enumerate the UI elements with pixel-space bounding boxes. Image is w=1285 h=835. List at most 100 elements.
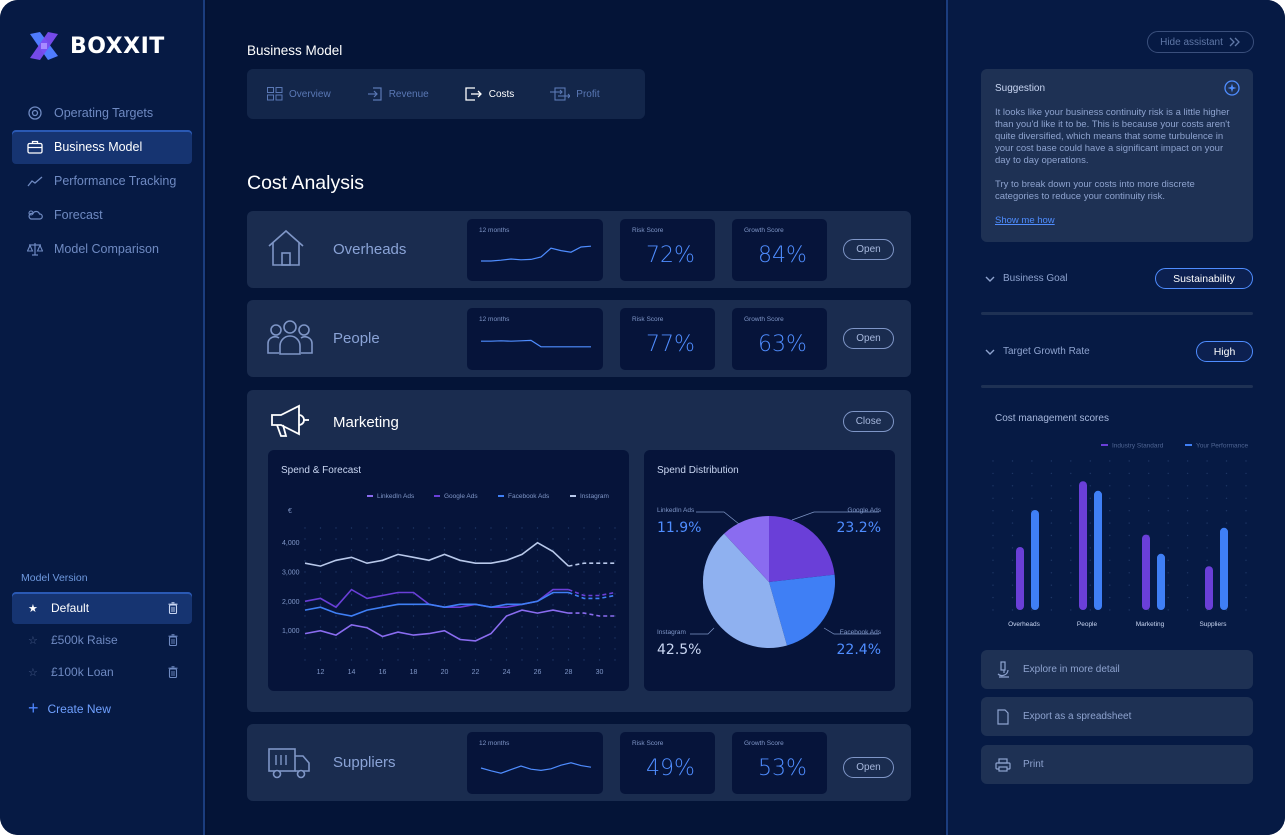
grid-dot xyxy=(397,527,399,529)
grid-dot xyxy=(381,637,384,639)
version-item-100k-loan[interactable]: ☆ £100k Loan xyxy=(12,656,192,688)
grid-dot xyxy=(397,538,399,540)
grid-dot xyxy=(490,593,492,595)
grid-dot xyxy=(412,659,415,661)
grid-dot xyxy=(1245,547,1247,549)
grid-dot xyxy=(459,626,461,628)
grid-dot xyxy=(567,648,570,650)
grid-icon xyxy=(267,87,283,101)
grid-dot xyxy=(1070,547,1072,549)
grid-dot xyxy=(1245,584,1247,586)
category-label: Marketing xyxy=(1136,621,1165,628)
show-me-how-link[interactable]: Show me how xyxy=(995,215,1055,226)
grid-dot xyxy=(381,615,384,617)
grid-dot xyxy=(1011,460,1014,462)
sidebar-item-forecast[interactable]: Forecast xyxy=(12,198,192,232)
sparkline-line xyxy=(480,762,592,774)
grid-dot xyxy=(319,593,322,595)
grid-dot xyxy=(397,549,399,551)
grid-dot xyxy=(1186,497,1189,499)
create-new-button[interactable]: + Create New xyxy=(28,698,111,719)
growth-rate-toggle[interactable]: Target Growth Rate xyxy=(985,346,1090,357)
grid-dot xyxy=(614,571,616,573)
version-item-default[interactable]: ★ Default xyxy=(12,592,192,624)
business-goal-select[interactable]: Sustainability xyxy=(1155,268,1253,289)
explore-detail-button[interactable]: Explore in more detail xyxy=(981,650,1253,689)
grid-dot xyxy=(1089,609,1091,611)
grid-dot xyxy=(381,593,384,595)
sidebar-item-operating-targets[interactable]: Operating Targets xyxy=(12,96,192,130)
open-button[interactable]: Open xyxy=(843,757,894,778)
grid-dot xyxy=(443,582,446,584)
open-button[interactable]: Open xyxy=(843,239,894,260)
grid-dot xyxy=(505,538,508,540)
grid-dot xyxy=(1011,522,1014,524)
star-outline-icon[interactable]: ☆ xyxy=(28,634,38,647)
slice-value: 42.5% xyxy=(657,642,701,658)
risk-score-value: 49% xyxy=(646,756,695,781)
grid-dot xyxy=(1089,485,1091,487)
sparkle-icon xyxy=(1224,80,1240,96)
sidebar-item-business-model[interactable]: Business Model xyxy=(12,130,192,164)
grid-dot xyxy=(366,571,368,573)
sidebar-item-performance-tracking[interactable]: Performance Tracking xyxy=(12,164,192,198)
grid-dot xyxy=(1089,596,1091,599)
grid-dot xyxy=(1225,485,1228,487)
grid-dot xyxy=(381,571,384,573)
hide-assistant-button[interactable]: Hide assistant xyxy=(1147,31,1254,53)
grid-dot xyxy=(1167,547,1169,549)
card-name: Suppliers xyxy=(333,754,396,771)
grid-dot xyxy=(412,648,415,650)
grid-dot xyxy=(1011,609,1014,611)
star-filled-icon[interactable]: ★ xyxy=(28,602,38,615)
business-goal-toggle[interactable]: Business Goal xyxy=(985,273,1067,284)
grid-dot xyxy=(1109,485,1111,487)
double-chevron-right-icon xyxy=(1229,37,1240,47)
model-version-label: Model Version xyxy=(21,572,88,584)
logo[interactable]: BOXXIT xyxy=(26,28,165,64)
grid-dot xyxy=(304,593,306,595)
trash-icon[interactable] xyxy=(168,602,178,614)
grid-dot xyxy=(350,626,353,628)
grid-dot xyxy=(521,549,523,551)
slice-label: Google Ads xyxy=(847,507,881,514)
close-button[interactable]: Close xyxy=(843,411,894,432)
star-outline-icon[interactable]: ☆ xyxy=(28,666,38,679)
grid-dot xyxy=(1128,559,1130,561)
open-button[interactable]: Open xyxy=(843,328,894,349)
version-item-500k-raise[interactable]: ☆ £500k Raise xyxy=(12,624,192,656)
grid-dot xyxy=(319,538,322,540)
grid-dot xyxy=(490,637,492,639)
grid-dot xyxy=(1167,609,1169,611)
tab-costs[interactable]: Costs xyxy=(465,87,514,101)
tab-profit[interactable]: Profit xyxy=(550,87,600,101)
tab-overview[interactable]: Overview xyxy=(267,87,331,101)
trash-icon[interactable] xyxy=(168,666,178,678)
sidebar-item-model-comparison[interactable]: Model Comparison xyxy=(12,232,192,266)
growth-rate-select[interactable]: High xyxy=(1196,341,1253,362)
grid-dot xyxy=(1128,534,1130,537)
grid-dot xyxy=(1245,510,1247,512)
grid-dot xyxy=(1031,609,1033,611)
grid-dot xyxy=(1245,485,1247,487)
version-label: £100k Loan xyxy=(51,665,114,679)
grid-dot xyxy=(490,604,492,606)
grid-dot xyxy=(1186,522,1189,524)
spend-distribution-panel: Spend Distribution Google Ads 23.2% Facebo… xyxy=(644,450,895,691)
growth-score-panel: Growth Score 63% xyxy=(732,308,827,370)
tab-revenue[interactable]: Revenue xyxy=(367,87,429,101)
trash-icon[interactable] xyxy=(168,634,178,646)
grid-dot xyxy=(598,582,601,584)
export-spreadsheet-button[interactable]: Export as a spreadsheet xyxy=(981,697,1253,736)
grid-dot xyxy=(536,582,539,584)
x-tick-label: 22 xyxy=(472,669,480,676)
print-button[interactable]: Print xyxy=(981,745,1253,784)
grid-dot xyxy=(443,648,446,650)
grid-dot xyxy=(335,582,337,584)
chevron-down-icon xyxy=(985,349,995,355)
grid-dot xyxy=(992,596,994,599)
grid-dot xyxy=(490,615,492,617)
grid-dot xyxy=(536,604,539,606)
grid-dot xyxy=(1050,572,1053,574)
pie-slice xyxy=(769,516,835,582)
